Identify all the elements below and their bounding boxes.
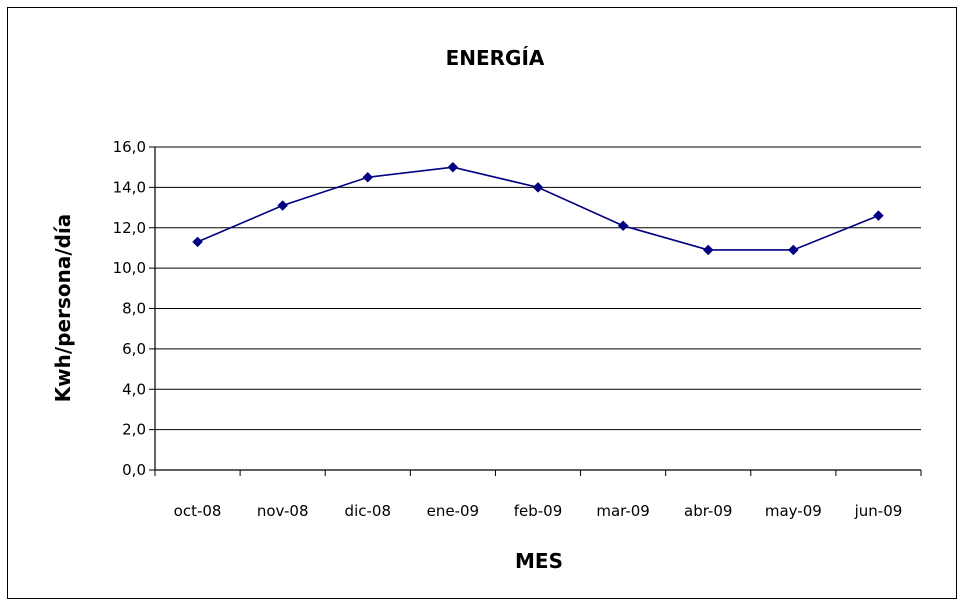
data-point [362, 171, 374, 183]
chart-frame [7, 7, 957, 599]
y-tick-label: 16,0 [113, 138, 146, 156]
chart-title: ENERGÍA [446, 46, 545, 70]
data-point [447, 161, 459, 173]
series-line [197, 166, 879, 251]
x-tick-label: dic-08 [345, 502, 391, 520]
x-tick-label: feb-09 [514, 502, 563, 520]
x-tick-label: nov-08 [257, 502, 309, 520]
y-tick-label: 4,0 [122, 380, 146, 398]
y-tick-label: 12,0 [113, 219, 146, 237]
x-axis-title: MES [515, 549, 563, 573]
y-tick-label: 6,0 [122, 340, 146, 358]
y-tick-label: 0,0 [122, 461, 146, 479]
x-tick-label: may-09 [765, 502, 822, 520]
x-tick-label: mar-09 [596, 502, 650, 520]
data-point [873, 210, 884, 221]
y-tick-label: 8,0 [122, 300, 146, 318]
y-tick-label: 10,0 [113, 259, 146, 277]
data-point [617, 220, 629, 232]
x-tick-label: ene-09 [427, 502, 479, 520]
y-tick-label: 2,0 [122, 421, 146, 439]
y-tick-label: 14,0 [113, 178, 146, 196]
y-axis-title: Kwh/persona/día [51, 214, 75, 403]
data-point [787, 244, 799, 256]
x-tick-label: oct-08 [174, 502, 222, 520]
data-point [532, 182, 544, 193]
x-tick-label: jun-09 [854, 502, 903, 520]
data-point [192, 236, 203, 248]
data-point [277, 200, 289, 211]
data-point [702, 244, 714, 256]
x-tick-label: abr-09 [684, 502, 732, 520]
